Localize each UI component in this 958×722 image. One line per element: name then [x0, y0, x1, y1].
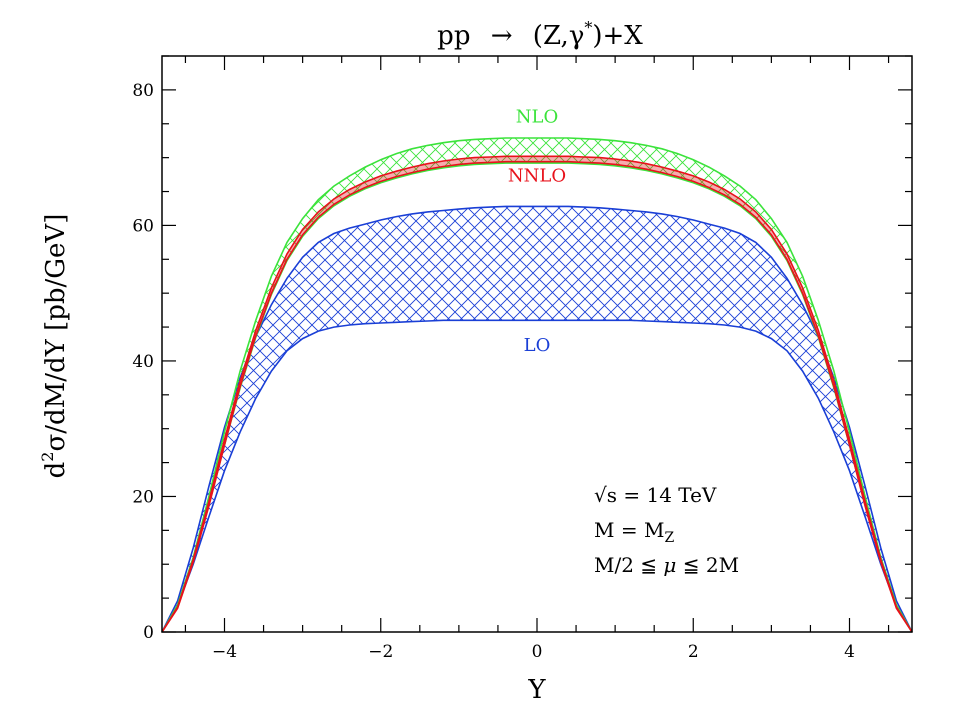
series-layer [161, 137, 913, 633]
series-label-nlo: NLO [516, 106, 558, 127]
sqrt-symbol: √ [594, 483, 607, 507]
x-tick-label: −4 [212, 642, 237, 662]
x-axis-label: Y [527, 675, 546, 705]
x-tick-label: −2 [368, 642, 393, 662]
lo-upper-curve [161, 205, 913, 633]
title-process: pp [437, 21, 470, 51]
x-tick-label: 2 [688, 642, 699, 662]
mass-subscript: Z [664, 530, 674, 546]
annotation-energy: √s = 14 TeV [594, 483, 717, 507]
energy-text: s = 14 TeV [607, 483, 717, 507]
title-final-state: (Z,γ [533, 21, 585, 51]
title-rest: )+X [592, 21, 643, 51]
chart-title: pp → (Z,γ*)+X [437, 18, 643, 51]
nnlo-upper-curve [161, 155, 913, 633]
scale-text-a: M/2 ≦ [594, 553, 663, 577]
scale-text-b: ≦ 2M [676, 553, 739, 577]
y-tick-label: 0 [143, 623, 154, 643]
scale-mu: μ [663, 553, 676, 577]
lo-band [162, 206, 912, 632]
nlo-upper-curve [161, 137, 913, 633]
y-label-sup: 2 [38, 452, 57, 462]
series-label-lo: LO [524, 335, 551, 356]
lo-lower-curve [161, 319, 913, 633]
y-tick-label: 60 [132, 216, 154, 236]
x-tick-label: 0 [532, 642, 543, 662]
series-label-nnlo: NNLO [508, 165, 566, 186]
series-label-layer: NLO NNLO LO [508, 106, 566, 355]
title-star: * [584, 18, 592, 37]
y-label-d: d [41, 462, 71, 479]
annotation-block: √s = 14 TeV M = MZ M/2 ≦ μ ≦ 2M [594, 483, 739, 577]
y-tick-label: 80 [132, 81, 154, 101]
annotation-scale: M/2 ≦ μ ≦ 2M [594, 553, 739, 577]
annotation-mass: M = MZ [594, 518, 674, 546]
y-tick-label: 40 [132, 352, 154, 372]
y-label-rest: σ/dM/dY [pb/GeV] [41, 214, 71, 452]
x-tick-label: 4 [844, 642, 855, 662]
nnlo-lower-curve [161, 160, 913, 633]
title-arrow: → [491, 21, 513, 51]
y-tick-label: 20 [132, 487, 154, 507]
mass-text: M = M [594, 518, 664, 542]
y-axis-label: d2σ/dM/dY [pb/GeV] [38, 214, 71, 479]
